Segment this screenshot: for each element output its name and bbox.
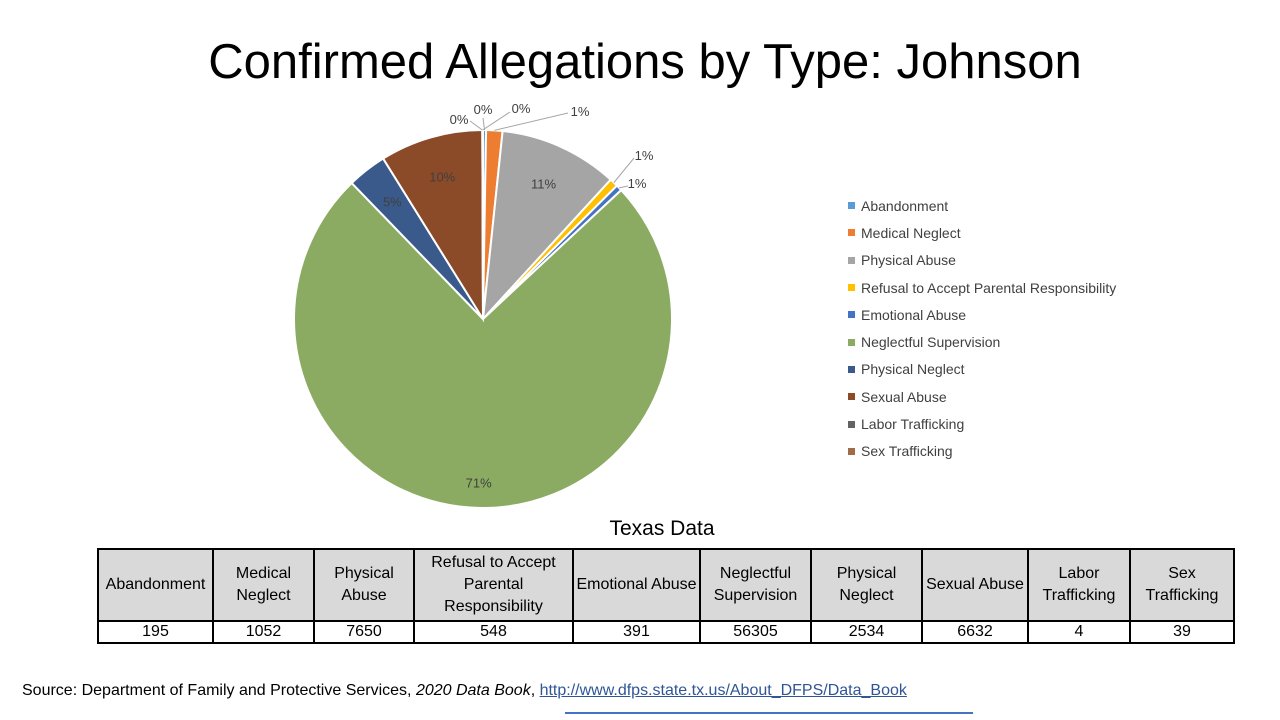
- source-prefix: Source: Department of Family and Protect…: [22, 682, 416, 699]
- source-separator: ,: [530, 682, 540, 699]
- slice-label-labor-trafficking: 0%: [450, 112, 469, 127]
- slice-label-physical-neglect: 5%: [383, 195, 402, 210]
- legend-label: Sex Trafficking: [861, 443, 953, 460]
- pie-slice-sex-trafficking: [481, 128, 484, 320]
- table-header-cell: Sexual Abuse: [921, 548, 1029, 622]
- legend-swatch: [848, 447, 855, 455]
- legend-swatch: [848, 338, 855, 346]
- legend-label: Medical Neglect: [861, 224, 961, 241]
- slice-label-medical-neglect: 1%: [571, 104, 590, 119]
- table-cell: 548: [413, 620, 574, 644]
- legend-swatch: [848, 311, 855, 319]
- table-header-cell: Emotional Abuse: [572, 548, 701, 622]
- table-cell: 7650: [313, 620, 415, 644]
- data-table: Abandonment Medical Neglect Physical Abuse…: [97, 548, 1235, 644]
- legend-label: Sexual Abuse: [861, 388, 947, 405]
- slice-label-sex-trafficking: 0%: [512, 101, 531, 116]
- table-header-cell: Neglectful Supervision: [699, 548, 812, 622]
- legend-label: Physical Abuse: [861, 252, 956, 269]
- legend-item-refusal-to-accept-parental-responsibility: Refusal to Accept Parental Responsibilit…: [848, 274, 1116, 301]
- legend-swatch: [848, 420, 855, 428]
- legend-label: Emotional Abuse: [861, 306, 967, 323]
- slice-label-sexual-abuse: 10%: [429, 169, 455, 184]
- legend-label: Refusal to Accept Parental Responsibilit…: [861, 279, 1117, 296]
- legend-item-emotional-abuse: Emotional Abuse: [848, 301, 1116, 328]
- table-cell: 39: [1129, 620, 1235, 644]
- table-caption: Texas Data: [609, 517, 715, 540]
- leader-line-abandonment: [482, 117, 486, 131]
- table-header-cell: Physical Neglect: [810, 548, 923, 622]
- legend-item-sexual-abuse: Sexual Abuse: [848, 383, 1116, 410]
- chart-title: Confirmed Allegations by Type: Johnson: [208, 35, 1082, 89]
- legend-swatch: [848, 284, 855, 292]
- slice-label-physical-abuse: 11%: [531, 177, 556, 192]
- table-header-cell: Physical Abuse: [313, 548, 415, 622]
- source-book-title: 2020 Data Book: [415, 682, 531, 699]
- legend-swatch: [848, 229, 855, 237]
- table-cell: 56305: [699, 620, 812, 644]
- legend-label: Physical Neglect: [861, 361, 965, 378]
- leader-line-refusal-to-accept-parental-responsibility: [613, 157, 635, 183]
- legend-label: Abandonment: [861, 197, 949, 214]
- source-link[interactable]: http://www.dfps.state.tx.us/About_DFPS/D…: [539, 682, 907, 699]
- table-row: 195 1052 7650 548 391 56305 2534 6632 4 39: [97, 620, 1235, 644]
- legend-label: Neglectful Supervision: [861, 334, 1001, 351]
- table-header-cell: Labor Trafficking: [1027, 548, 1131, 622]
- legend: Abandonment Medical Neglect Physical Abuse…: [848, 192, 1116, 465]
- table-cell: 1052: [212, 620, 315, 644]
- legend-item-physical-abuse: Physical Abuse: [848, 247, 1116, 274]
- table-header-cell: Refusal to Accept Parental Responsibilit…: [413, 548, 574, 622]
- legend-item-physical-neglect: Physical Neglect: [848, 356, 1116, 383]
- slice-label-neglectful-supervision: 71%: [466, 475, 492, 490]
- table-cell: 195: [97, 620, 214, 644]
- table-header-row: Abandonment Medical Neglect Physical Abuse…: [97, 548, 1235, 622]
- legend-label: Labor Trafficking: [861, 416, 965, 433]
- leader-line-sex-trafficking: [482, 111, 511, 131]
- legend-item-abandonment: Abandonment: [848, 192, 1116, 219]
- table-header-cell: Abandonment: [97, 548, 214, 622]
- table-header-cell: Sex Trafficking: [1129, 548, 1235, 622]
- slice-label-abandonment: 0%: [474, 102, 493, 117]
- link-underline-decoration: [565, 712, 973, 714]
- table-header-cell: Medical Neglect: [212, 548, 315, 622]
- pie-slice-sexual-abuse: [381, 128, 485, 323]
- pie-slice-neglectful-supervision: [293, 181, 673, 509]
- legend-swatch: [848, 256, 855, 264]
- legend-item-neglectful-supervision: Neglectful Supervision: [848, 328, 1116, 355]
- legend-item-labor-trafficking: Labor Trafficking: [848, 410, 1116, 437]
- pie-slice-physical-abuse: [481, 129, 613, 322]
- leader-line-medical-neglect: [494, 112, 569, 131]
- legend-swatch: [848, 365, 855, 373]
- table-cell: 4: [1027, 620, 1131, 644]
- table-cell: 2534: [810, 620, 923, 644]
- leader-line-labor-trafficking: [469, 120, 483, 131]
- legend-item-sex-trafficking: Sex Trafficking: [848, 438, 1116, 465]
- leader-line-emotional-abuse: [618, 185, 629, 189]
- table-cell: 391: [572, 620, 701, 644]
- source-line: Source: Department of Family and Protect…: [22, 680, 907, 702]
- legend-swatch: [848, 393, 855, 401]
- legend-swatch: [848, 202, 855, 210]
- table-cell: 6632: [921, 620, 1029, 644]
- slice-label-emotional-abuse: 1%: [628, 176, 647, 191]
- slice-label-refusal-to-accept-parental-responsibility: 1%: [635, 148, 654, 163]
- legend-item-medical-neglect: Medical Neglect: [848, 219, 1116, 246]
